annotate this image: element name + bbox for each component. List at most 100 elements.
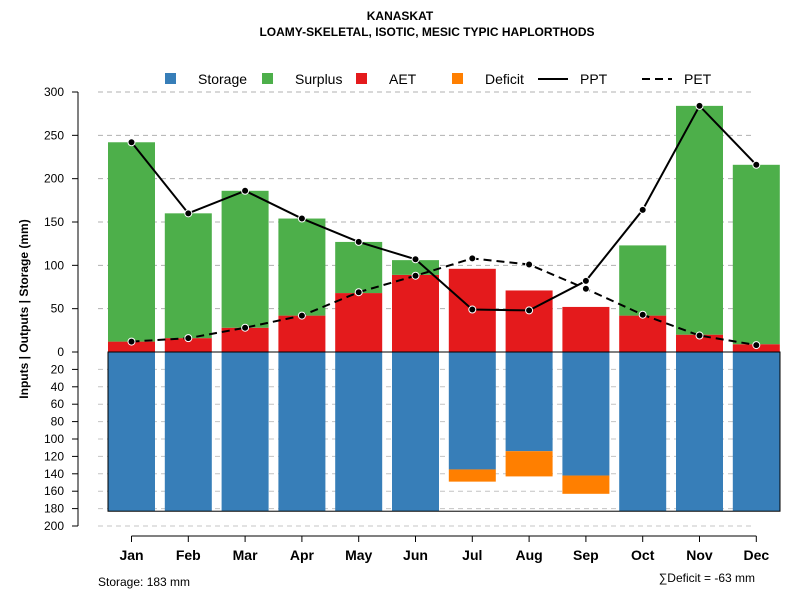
- aet-bar-oct: [619, 315, 667, 352]
- y-tick-label: 160: [44, 484, 64, 498]
- legend-swatch-surplus: [262, 73, 273, 84]
- y-tick-label: 80: [51, 415, 65, 429]
- storage-bar-feb: [164, 352, 212, 512]
- legend-label-ppt: PPT: [580, 71, 608, 87]
- axes: Jan Feb Mar Apr May Jun Jul Aug Sep Oct Nov Dec 300 2…: [44, 85, 781, 563]
- pet-point-jul: [468, 254, 477, 263]
- x-tick-label-jul: Jul: [462, 547, 482, 563]
- ppt-point-nov: [695, 101, 704, 110]
- aet-bar-may: [335, 293, 383, 352]
- ppt-point-dec: [752, 160, 761, 169]
- legend-label-storage: Storage: [198, 71, 247, 87]
- y-tick-label: 140: [44, 467, 64, 481]
- x-tick-label-sep: Sep: [573, 547, 599, 563]
- ppt-point-jan: [127, 138, 136, 147]
- surplus-bar-jan: [108, 142, 155, 342]
- x-tick-label-jun: Jun: [403, 547, 428, 563]
- storage-annotation: Storage: 183 mm: [98, 575, 190, 589]
- y-tick-label: 200: [44, 172, 64, 186]
- y-tick-label: 200: [44, 519, 64, 533]
- ppt-line: [130, 104, 758, 312]
- y-tick-label: 0: [57, 345, 64, 359]
- x-tick-label-feb: Feb: [176, 547, 201, 563]
- pet-line: [131, 257, 757, 347]
- pet-point-oct: [638, 310, 647, 319]
- pet-point-mar: [241, 323, 250, 332]
- storage-bar-oct: [619, 352, 667, 512]
- y-tick-label: 120: [44, 449, 64, 463]
- y-tick-label: 150: [44, 215, 64, 229]
- pet-point-jun: [411, 271, 420, 280]
- x-tick-label-nov: Nov: [686, 547, 713, 563]
- aet-bar-jan: [108, 341, 155, 352]
- bars: [108, 105, 780, 512]
- x-tick-label-aug: Aug: [515, 547, 542, 563]
- storage-capacity-outline: [107, 351, 781, 512]
- storage-bar-may: [335, 352, 383, 512]
- legend-swatch-aet: [356, 73, 367, 84]
- storage-bar-jul: [448, 352, 496, 470]
- surplus-bar-nov: [676, 105, 723, 335]
- chart-subtitle: LOAMY-SKELETAL, ISOTIC, MESIC TYPIC HAPL…: [259, 25, 594, 39]
- legend-swatch-storage: [165, 73, 176, 84]
- y-tick-label: 180: [44, 502, 64, 516]
- ppt-point-oct: [638, 205, 647, 214]
- surplus-bar-feb: [164, 213, 212, 339]
- storage-bar-jun: [392, 352, 439, 512]
- x-tick-label-mar: Mar: [233, 547, 258, 563]
- x-tick-label-dec: Dec: [743, 547, 769, 563]
- storage-bar-dec: [732, 352, 780, 512]
- legend-swatch-deficit: [452, 73, 463, 84]
- deficit-bar-jul: [448, 469, 496, 482]
- surplus-bar-may: [335, 241, 383, 294]
- ppt-point-sep: [581, 276, 590, 285]
- surplus-bar-oct: [619, 245, 667, 316]
- pet-point-feb: [184, 334, 193, 343]
- x-tick-label-jan: Jan: [119, 547, 143, 563]
- pet-point-jan: [127, 337, 136, 346]
- ppt-point-feb: [184, 209, 193, 218]
- ppt-point-aug: [525, 306, 534, 315]
- surplus-bar-dec: [732, 164, 780, 345]
- legend-label-aet: AET: [389, 71, 417, 87]
- x-tick-label-may: May: [345, 547, 372, 563]
- legend-label-surplus: Surplus: [295, 71, 342, 87]
- aet-bar-apr: [278, 315, 326, 352]
- pet-point-dec: [752, 341, 761, 350]
- legend-label-deficit: Deficit: [485, 71, 524, 87]
- ppt-point-may: [354, 237, 363, 246]
- storage-bar-nov: [676, 352, 723, 512]
- y-tick-label: 60: [51, 397, 65, 411]
- storage-bar-aug: [505, 352, 553, 452]
- y-tick-label: 40: [51, 380, 65, 394]
- y-tick-label: 300: [44, 85, 64, 99]
- deficit-annotation: ∑Deficit = -63 mm: [659, 571, 755, 585]
- x-tick-label-oct: Oct: [631, 547, 655, 563]
- pet-point-aug: [525, 260, 534, 269]
- aet-bar-nov: [676, 334, 723, 352]
- y-axis-label: Inputs | Outputs | Storage (mm): [17, 219, 31, 398]
- storage-bar-sep: [562, 352, 610, 476]
- storage-bar-mar: [221, 352, 269, 512]
- pet-point-nov: [695, 331, 704, 340]
- y-tick-label: 250: [44, 128, 64, 142]
- aet-bar-sep: [562, 306, 610, 352]
- y-tick-label: 100: [44, 432, 64, 446]
- aet-bar-feb: [164, 338, 212, 352]
- surplus-bar-apr: [278, 218, 326, 316]
- ppt-point-jun: [411, 255, 420, 264]
- ppt-point-apr: [297, 214, 306, 223]
- storage-bar-jan: [108, 352, 155, 512]
- pet-point-apr: [297, 311, 306, 320]
- aet-bar-mar: [221, 327, 269, 352]
- surplus-bar-mar: [221, 190, 269, 328]
- chart-title: KANASKAT: [367, 9, 434, 23]
- pet-point-may: [354, 288, 363, 297]
- y-tick-label: 20: [51, 362, 65, 376]
- legend-label-pet: PET: [684, 71, 712, 87]
- deficit-bar-sep: [562, 475, 610, 494]
- y-tick-label: 100: [44, 258, 64, 272]
- lines: [127, 101, 761, 350]
- pet-point-sep: [581, 284, 590, 293]
